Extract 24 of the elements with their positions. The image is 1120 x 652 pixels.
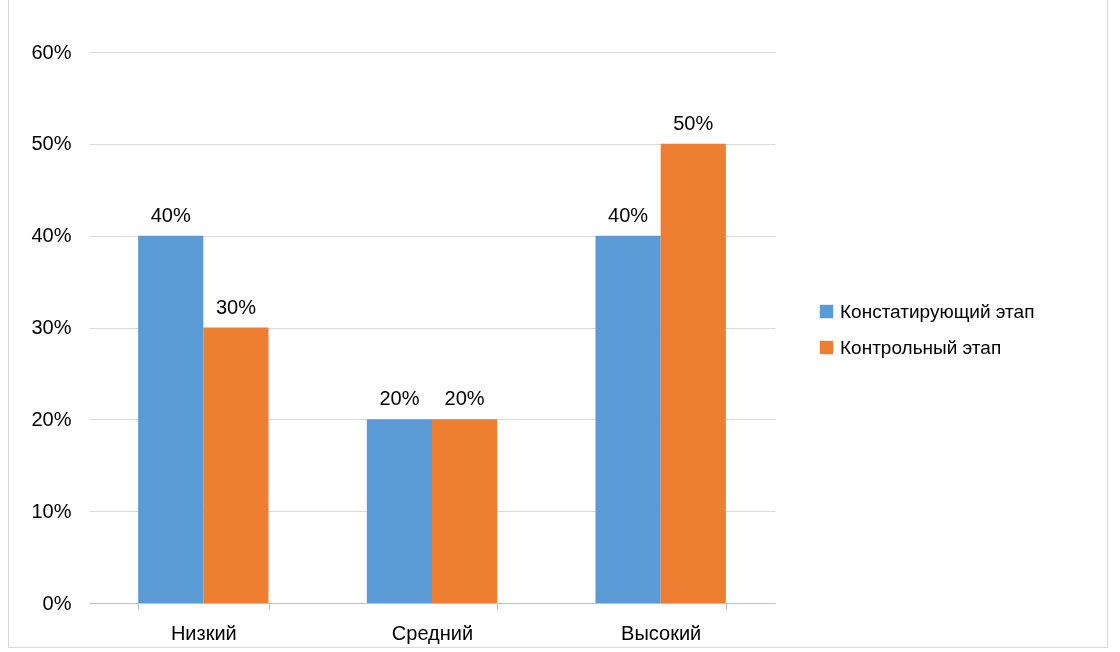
bar bbox=[432, 419, 498, 603]
data-label: 20% bbox=[444, 387, 485, 410]
data-label: 40% bbox=[608, 203, 649, 226]
y-tick-label: 40% bbox=[31, 224, 72, 247]
data-label: 20% bbox=[379, 387, 420, 410]
bar bbox=[138, 235, 204, 603]
legend-label: Констатирующий этап bbox=[840, 300, 1035, 322]
data-label: 30% bbox=[215, 295, 257, 318]
y-tick-label: 30% bbox=[31, 316, 72, 338]
data-label: 50% bbox=[673, 111, 714, 134]
y-tick-label: 20% bbox=[31, 407, 72, 430]
bar bbox=[595, 235, 661, 603]
bar bbox=[660, 143, 726, 603]
bar bbox=[366, 419, 432, 603]
y-tick-label: 50% bbox=[31, 132, 72, 155]
x-tick-label: Средний bbox=[391, 621, 474, 644]
x-tick-label: Высокий bbox=[621, 621, 702, 644]
y-tick-label: 60% bbox=[31, 40, 72, 63]
legend-label: Контрольный этап bbox=[840, 336, 1002, 358]
x-tick-label: Низкий bbox=[170, 621, 237, 644]
data-label: 40% bbox=[150, 203, 191, 226]
y-tick-label: 0% bbox=[42, 591, 72, 614]
y-tick-label: 10% bbox=[31, 499, 72, 522]
bar bbox=[203, 327, 269, 603]
